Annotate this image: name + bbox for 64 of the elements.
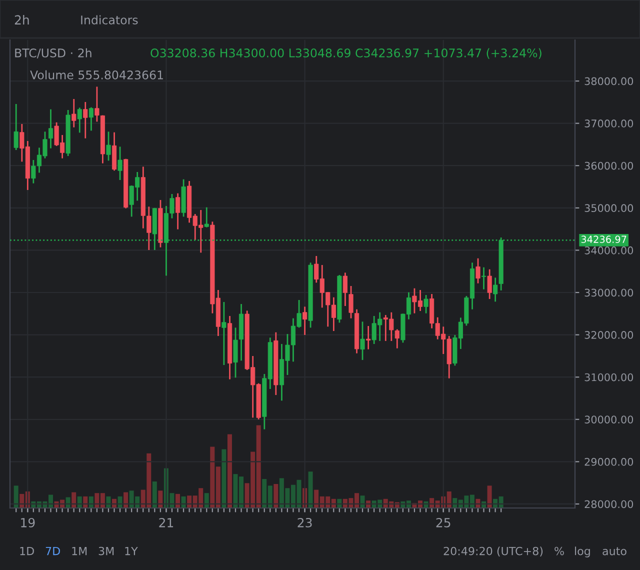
bar bbox=[152, 482, 157, 508]
y-tick-label: 32000.00 bbox=[584, 331, 634, 339]
text: auto bbox=[602, 547, 626, 556]
bar bbox=[204, 493, 209, 508]
y-tick-label: 35000.00 bbox=[584, 204, 634, 212]
text: 1Y bbox=[125, 546, 138, 556]
candlestick bbox=[48, 108, 54, 150]
y-tick-label: 29000.00 bbox=[584, 458, 634, 466]
candlestick bbox=[176, 192, 180, 230]
candlestick bbox=[302, 306, 308, 336]
candlestick bbox=[366, 325, 371, 350]
candlestick bbox=[476, 258, 480, 284]
candlestick bbox=[94, 86, 100, 122]
bar bbox=[274, 484, 278, 508]
text: O33208.36 H34300.00 L33048.69 C34236.97 +1073.47 (+3.24%) bbox=[150, 48, 542, 59]
bar bbox=[158, 490, 163, 508]
ref-line-label: 34236.97 bbox=[581, 236, 626, 244]
candlestick bbox=[204, 206, 209, 228]
candlestick bbox=[83, 101, 88, 140]
candlestick bbox=[348, 285, 354, 319]
candlestick bbox=[106, 130, 111, 162]
candlestick bbox=[77, 106, 82, 134]
annotation: Volume 555.80423661 bbox=[30, 70, 163, 80]
candlestick bbox=[118, 146, 122, 181]
candlestick bbox=[112, 132, 117, 172]
candlestick bbox=[481, 266, 486, 290]
y-tick-label: 36000.00 bbox=[584, 162, 634, 170]
x-tick-label: 21 bbox=[159, 518, 174, 528]
text: 3M bbox=[98, 546, 114, 556]
x-tick-label: 23 bbox=[298, 518, 312, 528]
y-tick-label: 31000.00 bbox=[584, 373, 634, 382]
y-tick-label: 38000.00 bbox=[584, 77, 634, 86]
text: Indicators bbox=[81, 15, 138, 24]
text: 7D bbox=[46, 546, 60, 556]
y-tick-label: 28000.00 bbox=[584, 500, 634, 508]
candlestick bbox=[493, 276, 498, 302]
text: 20:49:20 (UTC+8) bbox=[444, 546, 543, 557]
candlestick bbox=[394, 328, 400, 350]
candlestick bbox=[487, 268, 492, 300]
candlestick bbox=[424, 294, 428, 314]
y-tick-label: 30000.00 bbox=[584, 416, 634, 424]
text: % bbox=[554, 546, 564, 556]
x-tick-label: 19 bbox=[21, 518, 35, 528]
candlestick bbox=[233, 326, 238, 378]
y-tick-label: 37000.00 bbox=[584, 120, 634, 128]
candlestick bbox=[360, 320, 365, 361]
text: BTC/USD · 2h bbox=[15, 48, 92, 58]
bar bbox=[222, 449, 226, 508]
candlestick bbox=[222, 301, 226, 366]
text: log bbox=[575, 546, 590, 558]
bar bbox=[487, 486, 492, 508]
bar bbox=[227, 434, 232, 508]
candlestick bbox=[14, 103, 18, 151]
candlestick bbox=[342, 272, 348, 307]
x-tick-label: 25 bbox=[436, 518, 450, 528]
y-tick-label: 34000.00 bbox=[584, 246, 634, 254]
candlestick bbox=[72, 98, 76, 128]
bar bbox=[308, 472, 313, 508]
text: 1M bbox=[72, 546, 87, 556]
text: 2h bbox=[14, 14, 29, 24]
y-tick-label: 33000.00 bbox=[584, 288, 634, 297]
candlestick bbox=[88, 106, 94, 132]
bar bbox=[14, 486, 18, 508]
text: 1D bbox=[20, 546, 34, 556]
